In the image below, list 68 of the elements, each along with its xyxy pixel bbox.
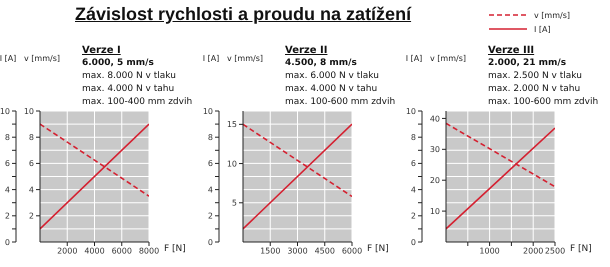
text: max. 4.000 N v tahu bbox=[82, 83, 176, 96]
x-tick-label: 3000 bbox=[287, 246, 308, 256]
y-tick-label: 2 bbox=[208, 212, 213, 221]
legend-label: I [A] bbox=[534, 24, 551, 34]
x-tick-label: 4000 bbox=[84, 246, 105, 256]
y-axis-title: I [A] bbox=[202, 54, 220, 63]
text: max. 100-400 mm zdvih bbox=[82, 96, 192, 109]
text: max. 100-600 mm zdvih bbox=[488, 96, 598, 109]
legend-label: v [mm/s] bbox=[534, 10, 570, 20]
text: max. 100-600 mm zdvih bbox=[285, 96, 396, 109]
y-tick-label: 4 bbox=[410, 185, 416, 194]
text: 4.500, 8 mm/s bbox=[285, 57, 358, 70]
x-tick-label: 6000 bbox=[112, 246, 132, 256]
y-tick-label: 8 bbox=[410, 133, 416, 142]
y-tick-label: 4 bbox=[208, 185, 213, 194]
y-tick-label: 2 bbox=[4, 212, 10, 221]
text: max. 4.000 N v tahu bbox=[285, 83, 378, 96]
text: max. 2.000 N v tahu bbox=[488, 83, 582, 96]
x-tick-label: 6000 bbox=[342, 246, 362, 256]
y-tick-label: 8 bbox=[208, 133, 213, 142]
chart-subtitle: Verze I bbox=[82, 44, 122, 57]
x-tick-label: 2500 bbox=[544, 246, 566, 256]
y2-tick-label: 6 bbox=[28, 159, 34, 168]
text: 2.000, 21 mm/s bbox=[488, 57, 568, 70]
y-tick-label: 6 bbox=[208, 159, 213, 168]
y-tick-label: 0 bbox=[208, 238, 213, 247]
text: max. 6.000 N v tlaku bbox=[285, 70, 380, 83]
x-tick-label: 4500 bbox=[314, 246, 335, 256]
y-tick-label: 10 bbox=[202, 106, 213, 116]
y2-tick-label: 40 bbox=[430, 114, 440, 124]
y-tick-label: 0 bbox=[410, 238, 416, 247]
x-axis-title: F [N] bbox=[164, 244, 186, 254]
y-tick-label: 0 bbox=[4, 238, 10, 247]
x-tick-label: 8000 bbox=[138, 246, 160, 256]
y-tick-label: 4 bbox=[4, 185, 10, 194]
x-tick-label: 2000 bbox=[57, 246, 78, 256]
y2-tick-label: 5 bbox=[232, 198, 237, 208]
y2-tick-label: 4 bbox=[28, 185, 34, 194]
text: Závislost rychlosti a proudu na zatížení bbox=[75, 4, 412, 25]
y2-tick-label: 10 bbox=[226, 159, 237, 168]
y-tick-label: 2 bbox=[410, 212, 416, 221]
y-tick-label: 8 bbox=[4, 133, 10, 142]
y-axis-title: I [A] bbox=[0, 54, 16, 63]
y2-tick-label: 30 bbox=[430, 145, 440, 154]
y2-axis-title: v [mm/s] bbox=[430, 54, 466, 63]
y-axis-title: I [A] bbox=[406, 54, 422, 63]
y2-tick-label: 20 bbox=[430, 176, 440, 186]
x-tick-label: 2000 bbox=[523, 246, 544, 256]
y2-tick-label: 8 bbox=[28, 133, 34, 142]
y2-axis-title: v [mm/s] bbox=[227, 54, 263, 63]
y-tick-label: 10 bbox=[406, 106, 416, 116]
y-tick-label: 6 bbox=[4, 159, 10, 168]
y2-tick-label: 10 bbox=[430, 206, 440, 216]
y2-tick-label: 15 bbox=[226, 120, 237, 130]
y-tick-label: 10 bbox=[0, 106, 10, 116]
text: max. 8.000 N v tlaku bbox=[82, 70, 177, 83]
x-tick-label: 1500 bbox=[260, 246, 280, 256]
y2-tick-label: 2 bbox=[28, 212, 34, 221]
y-tick-label: 6 bbox=[410, 159, 416, 168]
x-axis-title: F [N] bbox=[367, 244, 389, 254]
text: max. 2.500 N v tlaku bbox=[488, 70, 583, 83]
chart-subtitle: Verze II bbox=[285, 44, 328, 57]
x-tick-label: 1000 bbox=[479, 246, 500, 256]
chart-subtitle: Verze III bbox=[488, 44, 536, 57]
text: 6.000, 5 mm/s bbox=[82, 57, 155, 70]
y2-tick-label: 10 bbox=[24, 106, 34, 116]
x-axis-title: F [N] bbox=[570, 244, 592, 254]
y2-axis-title: v [mm/s] bbox=[24, 54, 60, 63]
